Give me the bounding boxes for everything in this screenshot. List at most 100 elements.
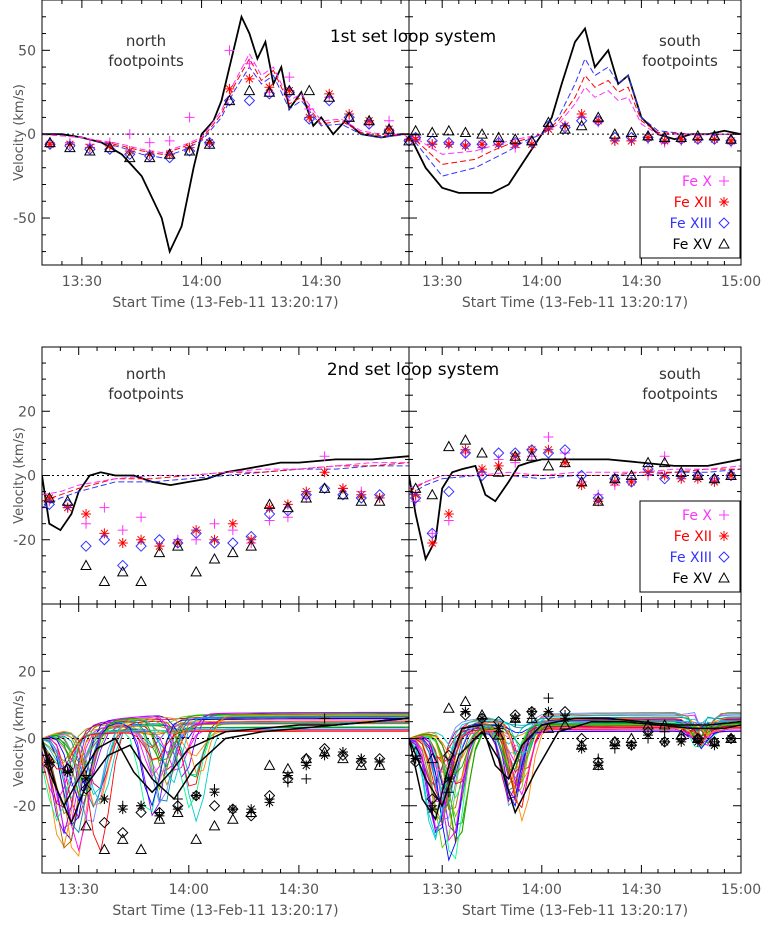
obs-point [592,756,604,768]
obs-point [459,126,472,137]
obs-point [324,88,335,99]
obs-point [543,124,554,135]
obs-point [136,800,147,811]
obs-point [476,469,488,482]
obs-point [282,499,293,510]
obs-point [226,813,239,824]
obs-point [227,804,238,815]
obs-point [658,719,671,730]
obs-point [99,502,110,513]
obs-point [708,129,721,141]
y-tick-label: 50 [18,43,36,59]
obs-point [426,752,439,764]
north-footpoints-label: footpoints [108,52,184,70]
obs-point [709,134,720,145]
obs-point [443,485,455,498]
obs-point [625,131,638,144]
y-tick-label: 0 [27,127,36,143]
obs-point [542,709,555,721]
obs-point [460,706,471,717]
obs-point [575,732,588,745]
obs-point [245,540,258,551]
obs-point [560,120,571,131]
obs-point [492,136,505,149]
obs-point [319,713,330,724]
obs-point [190,833,202,844]
obs-point [559,121,571,134]
obs-point [263,86,276,97]
model-curve [409,468,741,496]
obs-point [477,464,488,475]
obs-point [675,729,688,740]
obs-point [363,114,375,126]
obs-point [509,709,521,721]
model-run [42,716,409,834]
obs-point [171,540,184,551]
obs-point [510,451,521,462]
obs-point [443,773,454,784]
obs-point [542,447,555,459]
legend-marker [718,571,730,583]
obs-point [443,509,454,520]
obs-point [117,525,128,536]
obs-point [98,575,111,587]
obs-point [609,473,621,485]
obs-point [383,123,395,134]
obs-point [318,482,331,493]
obs-point [543,706,554,717]
x-axis-label: Start Time (13-Feb-11 13:20:17) [462,903,688,919]
obs-point [98,843,111,854]
obs-point [172,537,184,549]
obs-point [44,136,56,148]
obs-point [608,128,621,139]
obs-point [144,149,155,160]
obs-point [99,794,110,805]
obs-point [427,804,438,815]
y-tick-label: -50 [13,211,36,227]
obs-point [209,518,220,529]
obs-point [224,45,235,56]
obs-point [560,713,571,724]
obs-point [658,736,671,748]
obs-point [726,733,737,744]
obs-point [593,496,604,507]
obs-point [443,749,455,762]
y-axis-label: Velocity (km/s) [12,427,27,524]
obs-point [509,447,521,459]
model-curve [409,458,741,562]
legend-label: Fe XIII [670,216,712,232]
obs-point [226,546,239,558]
obs-point [355,495,368,506]
obs-point [427,537,438,548]
obs-point [124,148,136,161]
x-tick-label: 14:00 [181,274,221,290]
obs-point [560,457,571,468]
model-curve [409,74,741,165]
obs-point [526,705,538,718]
obs-point [43,491,56,503]
obs-point [61,762,74,774]
panel-title: 1st set loop system [330,27,496,47]
model-curve [42,57,409,155]
obs-point [492,466,505,477]
obs-point [476,708,488,720]
obs-point [373,495,386,506]
obs-point [460,140,471,151]
obs-point [691,469,704,480]
obs-point [410,489,421,500]
obs-point [223,94,236,106]
obs-point [61,763,74,775]
obs-point [625,739,638,751]
model-curve [42,14,409,255]
obs-point [725,469,737,482]
legend-label: Fe X [682,508,712,524]
obs-point [284,85,295,96]
obs-point [708,473,721,485]
obs-point [116,833,129,844]
obs-point [303,113,315,125]
obs-point [542,459,555,471]
obs-point [427,528,438,539]
south-footpoints-label: south [659,32,701,50]
obs-point [337,483,348,494]
